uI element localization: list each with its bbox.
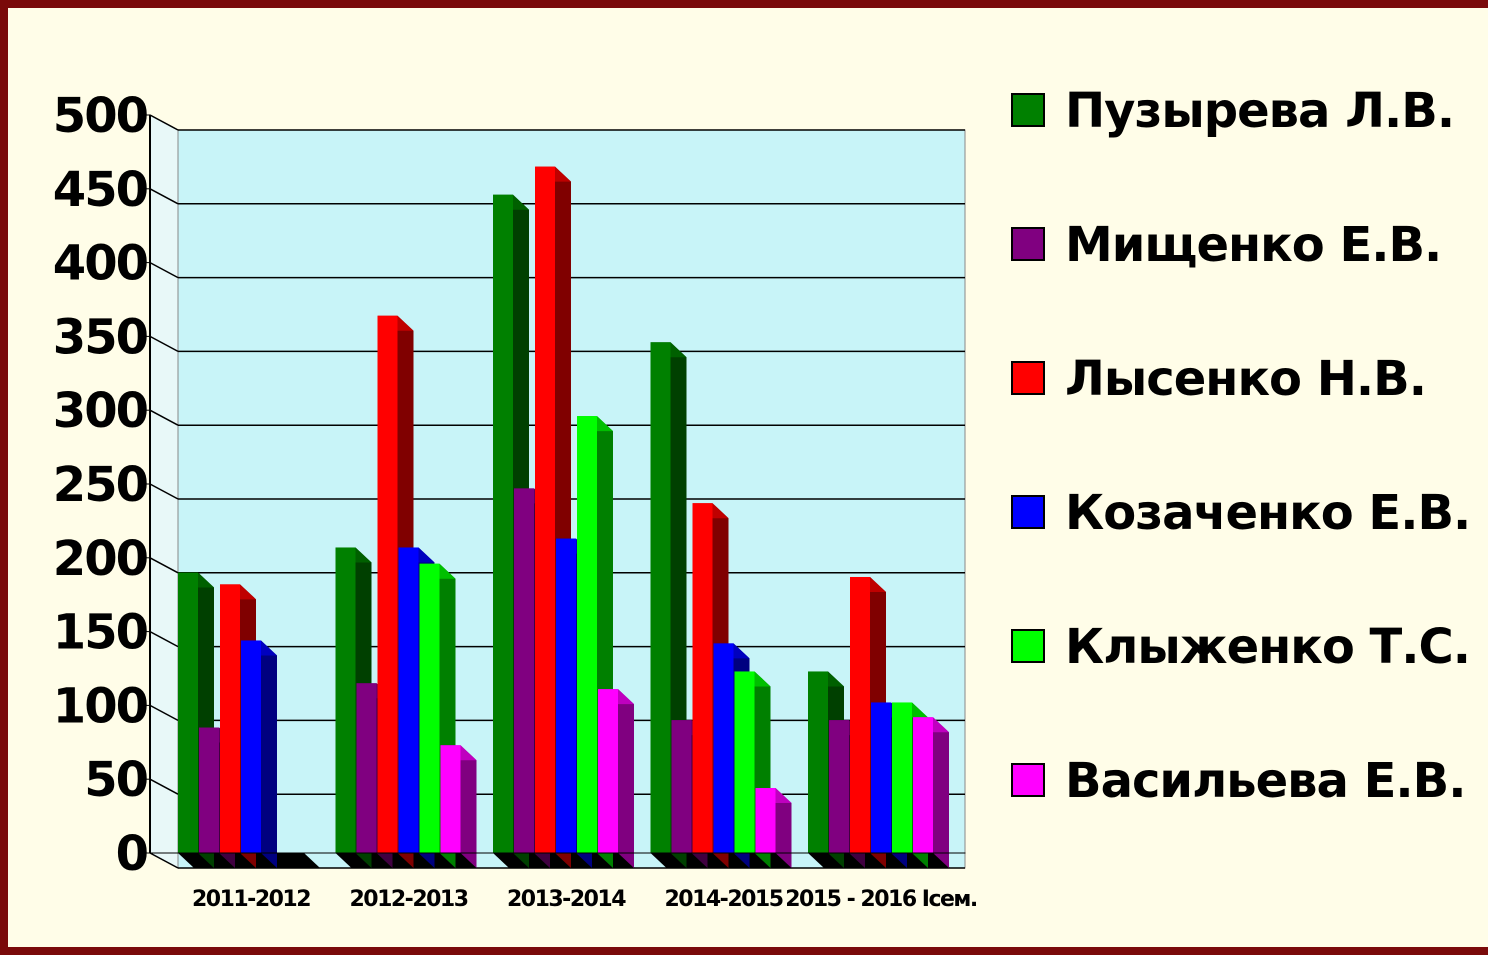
bar: [755, 788, 776, 853]
bar-side: [618, 689, 634, 868]
bar: [178, 572, 198, 853]
legend-swatch: [1011, 629, 1045, 663]
grid-line: [149, 778, 179, 795]
grid-line: [149, 261, 179, 279]
bar: [808, 671, 828, 853]
x-tick-label: 2013-2014: [507, 887, 626, 912]
bar: [713, 643, 734, 853]
bar-side: [775, 788, 792, 868]
bar: [892, 702, 912, 853]
bar: [598, 689, 618, 853]
bar: [398, 547, 419, 853]
bar: [671, 720, 692, 853]
y-tick-label: 100: [53, 678, 148, 734]
y-tick-label: 500: [53, 88, 148, 144]
grid-line: [149, 114, 179, 131]
legend-swatch: [1011, 227, 1045, 261]
bar: [220, 584, 240, 853]
legend-label: Козаченко Е.В.: [1065, 485, 1470, 541]
bar: [377, 315, 398, 854]
bar: [734, 671, 755, 853]
y-tick-label: 250: [53, 457, 148, 513]
y-tick-label: 400: [53, 236, 148, 292]
bar: [199, 727, 219, 853]
y-tick-label: 450: [53, 162, 148, 218]
bar: [241, 640, 261, 853]
bar: [419, 563, 440, 853]
bar-side: [460, 745, 477, 868]
grid-line: [149, 335, 179, 353]
bar: [556, 538, 576, 853]
legend-swatch: [1011, 763, 1045, 797]
grid-line: [149, 188, 179, 205]
bar: [829, 720, 849, 853]
bar: [535, 166, 555, 853]
y-tick-label: 0: [116, 826, 148, 882]
legend-label: Мищенко Е.В.: [1065, 217, 1441, 273]
grid-line: [149, 704, 179, 722]
bar: [577, 416, 597, 853]
bar: [335, 547, 356, 853]
grid-line: [149, 852, 179, 869]
bar-side: [261, 640, 277, 868]
x-tick-label: 2012-2013: [349, 887, 467, 912]
bar: [913, 717, 933, 853]
bar: [356, 683, 377, 853]
bar-side: [933, 717, 949, 868]
x-tick-label: 2015 - 2016 Iсем.: [785, 887, 977, 912]
bar: [692, 503, 713, 853]
legend-swatch: [1011, 495, 1045, 529]
x-tick-label: 2011-2012: [192, 887, 310, 912]
y-tick-label: 50: [84, 752, 147, 808]
legend-swatch: [1011, 361, 1045, 395]
grid-line: [149, 630, 179, 648]
bar: [850, 576, 870, 853]
bar: [440, 745, 461, 853]
bar: [514, 488, 534, 853]
legend-swatch: [1011, 93, 1045, 127]
grid-line: [149, 557, 179, 574]
y-tick-label: 150: [53, 605, 148, 661]
legend-label: Лысенко Н.В.: [1065, 351, 1426, 407]
legend-label: Клыженко Т.С.: [1065, 619, 1470, 675]
x-tick-label: 2014-2015: [664, 887, 782, 912]
y-tick-label: 200: [53, 531, 148, 587]
y-tick-label: 300: [53, 383, 148, 439]
grid-line: [149, 409, 179, 426]
bar: [871, 702, 891, 853]
legend-label: Пузырева Л.В.: [1065, 83, 1454, 139]
legend-label: Васильева Е.В.: [1065, 753, 1465, 809]
bar: [650, 342, 671, 853]
y-tick-label: 350: [53, 309, 148, 365]
grid-line: [149, 483, 179, 500]
bar: [493, 194, 513, 854]
